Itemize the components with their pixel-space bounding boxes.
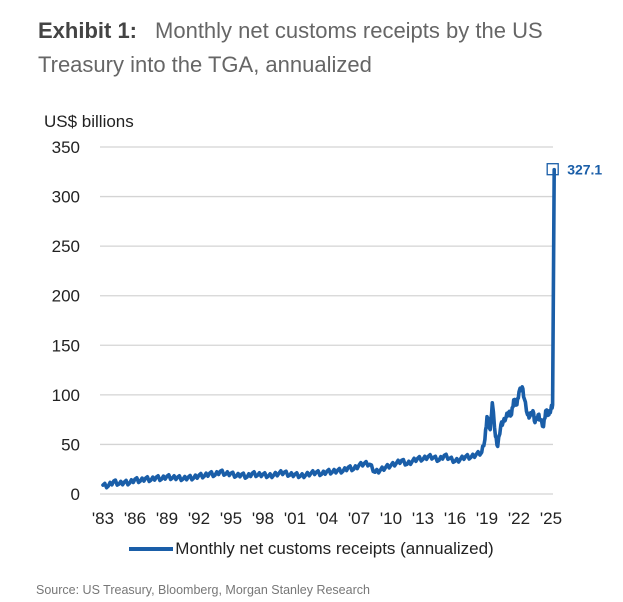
y-tick-label: 100 [52,386,80,405]
legend-label: Monthly net customs receipts (annualized… [175,539,494,558]
x-tick-labels: '83 '86 '89 '92 '95 '98 '01 '04 '07 '10 '13 '16 '19 '… [92,509,562,528]
x-tick-label: '10 [380,509,402,528]
x-tick-label: '98 [252,509,274,528]
chart-title-text: Monthly net customs receipts by the US T… [38,18,543,77]
series-line [101,167,556,490]
gridlines [100,146,553,495]
source-note: Source: US Treasury, Bloomberg, Morgan S… [36,583,370,597]
x-tick-label: '22 [508,509,530,528]
y-tick-label: 200 [52,287,80,306]
annotation-marker [546,163,559,176]
annotation-layer: 327.1 [546,162,602,178]
x-tick-label: '95 [220,509,242,528]
y-axis-label: US$ billions [44,112,134,131]
x-tick-label: '01 [284,509,306,528]
y-tick-label: 150 [52,336,80,355]
legend-swatch [129,546,174,551]
y-tick-labels: 0 50 100 150 200 250 300 350 [52,138,80,504]
chart-title: Exhibit 1: Monthly net customs receipts b… [38,14,618,82]
x-tick-label: '83 [92,509,114,528]
x-tick-label: '07 [348,509,370,528]
series-layer [101,167,556,490]
x-tick-label: '13 [412,509,434,528]
x-tick-label: '86 [124,509,146,528]
y-tick-label: 250 [52,237,80,256]
x-tick-label: '19 [476,509,498,528]
annotation-label: 327.1 [567,162,602,178]
y-tick-label: 50 [61,435,80,454]
y-tick-label: 0 [71,485,80,504]
y-tick-label: 350 [52,138,80,157]
legend: Monthly net customs receipts (annualized… [0,539,623,559]
x-tick-label: '89 [156,509,178,528]
y-tick-label: 300 [52,188,80,207]
x-tick-label: '25 [540,509,562,528]
x-tick-label: '92 [188,509,210,528]
x-tick-label: '16 [444,509,466,528]
x-tick-label: '04 [316,509,338,528]
exhibit-label: Exhibit 1: [38,18,138,43]
